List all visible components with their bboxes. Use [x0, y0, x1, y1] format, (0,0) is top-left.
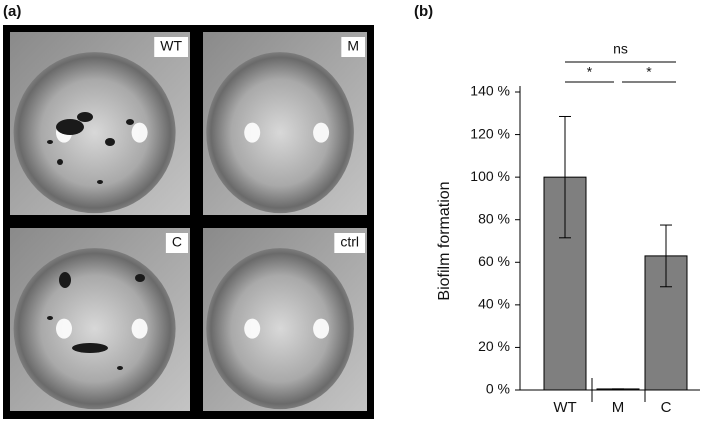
biofilm-spot — [59, 272, 71, 288]
biofilm-spot — [105, 138, 115, 146]
y-tick-label: 60 % — [478, 253, 510, 269]
x-tick-label: M — [612, 399, 625, 416]
panel-label: (b) — [414, 3, 433, 20]
biofilm-spot — [135, 274, 145, 282]
label-box — [334, 233, 365, 253]
biofilm-spot — [72, 343, 108, 353]
y-tick-label: 80 % — [478, 210, 510, 226]
highlight — [313, 122, 330, 143]
y-tick-label: 40 % — [478, 296, 510, 312]
highlight — [131, 318, 148, 339]
x-tick-label: C — [661, 399, 672, 416]
y-tick-label: 20 % — [478, 338, 510, 354]
biofilm-spot — [47, 316, 53, 320]
y-tick-label: 0 % — [486, 381, 510, 397]
significance-label: * — [587, 64, 593, 80]
photo-label: M — [347, 38, 359, 54]
highlight — [131, 122, 148, 143]
y-tick-label: 120 % — [470, 125, 510, 141]
biofilm-spot — [56, 119, 84, 135]
photo-label: ctrl — [340, 234, 359, 250]
photo-label: WT — [160, 38, 182, 54]
well — [13, 248, 176, 410]
highlight — [244, 318, 261, 339]
photo-label: C — [172, 234, 182, 250]
panel-label: (a) — [3, 3, 21, 20]
y-tick-label: 100 % — [470, 168, 510, 184]
photo-grid: WT M C ctrl — [10, 32, 367, 411]
label-box — [341, 37, 365, 57]
highlight — [313, 318, 330, 339]
x-tick-label: WT — [553, 399, 576, 416]
label-box — [165, 233, 188, 253]
biofilm-spot — [77, 112, 93, 122]
highlight — [56, 318, 72, 339]
y-axis-label: Biofilm formation — [436, 181, 453, 300]
bar-chart: 0 % 20 % 40 % 60 % 80 % 100 % 120 % 140 % Biofil… — [436, 41, 700, 416]
highlight — [244, 122, 261, 143]
significance-label: ns — [613, 41, 628, 57]
biofilm-spot — [47, 140, 53, 144]
biofilm-spot — [57, 159, 63, 165]
biofilm-spot — [126, 119, 134, 125]
biofilm-spot — [117, 366, 123, 370]
well — [206, 248, 354, 410]
y-tick-label: 140 % — [470, 83, 510, 99]
well — [206, 52, 354, 214]
label-box — [154, 37, 188, 57]
biofilm-spot — [97, 180, 103, 184]
significance-label: * — [646, 64, 652, 80]
well — [13, 52, 176, 214]
